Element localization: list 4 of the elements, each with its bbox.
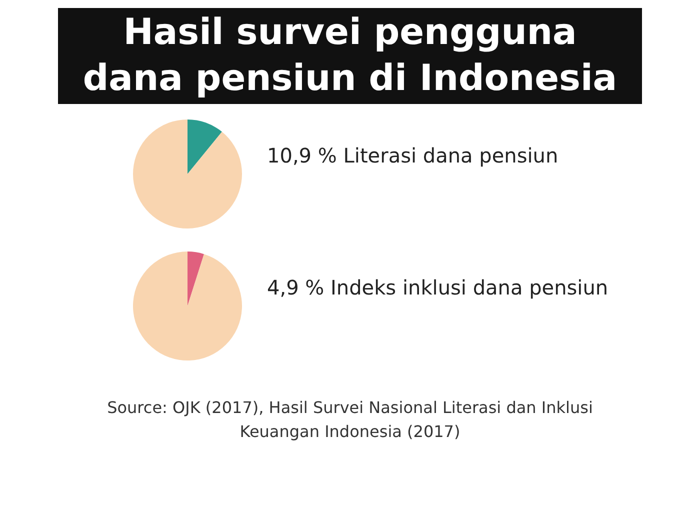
text: Hasil survei pengguna dana pensiun di Indonesia	[58, 8, 642, 104]
text: 4,9 % Indeks inklusi dana pensiun	[267, 276, 608, 300]
text: 10,9 % Literasi dana pensiun	[267, 144, 558, 168]
source-note: Source: OJK (2017), Hasil Survei Nasional Literasi dan Inklusi Keuangan Indonesia (2017)	[106, 397, 594, 443]
